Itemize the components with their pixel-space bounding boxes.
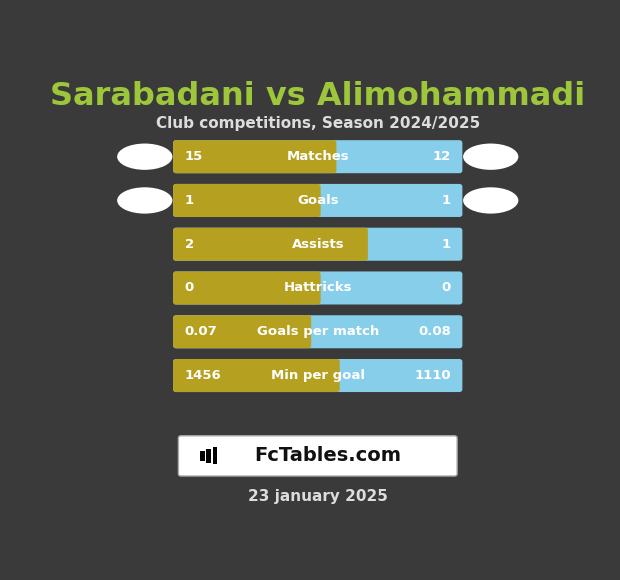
Text: 23 january 2025: 23 january 2025 — [248, 489, 388, 503]
FancyBboxPatch shape — [179, 436, 457, 476]
Text: 1110: 1110 — [414, 369, 451, 382]
FancyBboxPatch shape — [173, 140, 337, 173]
FancyBboxPatch shape — [173, 140, 463, 173]
Text: Hattricks: Hattricks — [283, 281, 352, 295]
Text: Min per goal: Min per goal — [271, 369, 365, 382]
FancyBboxPatch shape — [173, 271, 463, 304]
Text: 0: 0 — [185, 281, 194, 295]
Text: 0: 0 — [441, 281, 451, 295]
Text: 2: 2 — [185, 238, 194, 251]
Bar — [200, 451, 205, 461]
Ellipse shape — [117, 187, 172, 213]
Text: 1: 1 — [441, 238, 451, 251]
FancyBboxPatch shape — [173, 316, 463, 348]
FancyBboxPatch shape — [173, 359, 340, 392]
Text: Sarabadani vs Alimohammadi: Sarabadani vs Alimohammadi — [50, 81, 585, 112]
Bar — [213, 447, 218, 465]
Text: 0.07: 0.07 — [185, 325, 218, 338]
FancyBboxPatch shape — [173, 228, 368, 261]
Text: Goals per match: Goals per match — [257, 325, 379, 338]
Text: Goals: Goals — [297, 194, 339, 207]
Ellipse shape — [117, 143, 172, 170]
FancyBboxPatch shape — [173, 184, 463, 217]
Text: Matches: Matches — [286, 150, 349, 163]
FancyBboxPatch shape — [173, 228, 463, 261]
Text: FcTables.com: FcTables.com — [254, 447, 401, 465]
Text: 15: 15 — [185, 150, 203, 163]
Text: 0.08: 0.08 — [418, 325, 451, 338]
FancyBboxPatch shape — [173, 271, 321, 304]
Bar — [206, 449, 211, 463]
FancyBboxPatch shape — [173, 184, 321, 217]
Ellipse shape — [463, 143, 518, 170]
Text: 12: 12 — [433, 150, 451, 163]
Text: 1456: 1456 — [185, 369, 221, 382]
Text: 1: 1 — [185, 194, 194, 207]
FancyBboxPatch shape — [173, 316, 311, 348]
Text: 1: 1 — [441, 194, 451, 207]
Ellipse shape — [463, 187, 518, 213]
Text: Club competitions, Season 2024/2025: Club competitions, Season 2024/2025 — [156, 117, 480, 132]
FancyBboxPatch shape — [173, 359, 463, 392]
Text: Assists: Assists — [291, 238, 344, 251]
